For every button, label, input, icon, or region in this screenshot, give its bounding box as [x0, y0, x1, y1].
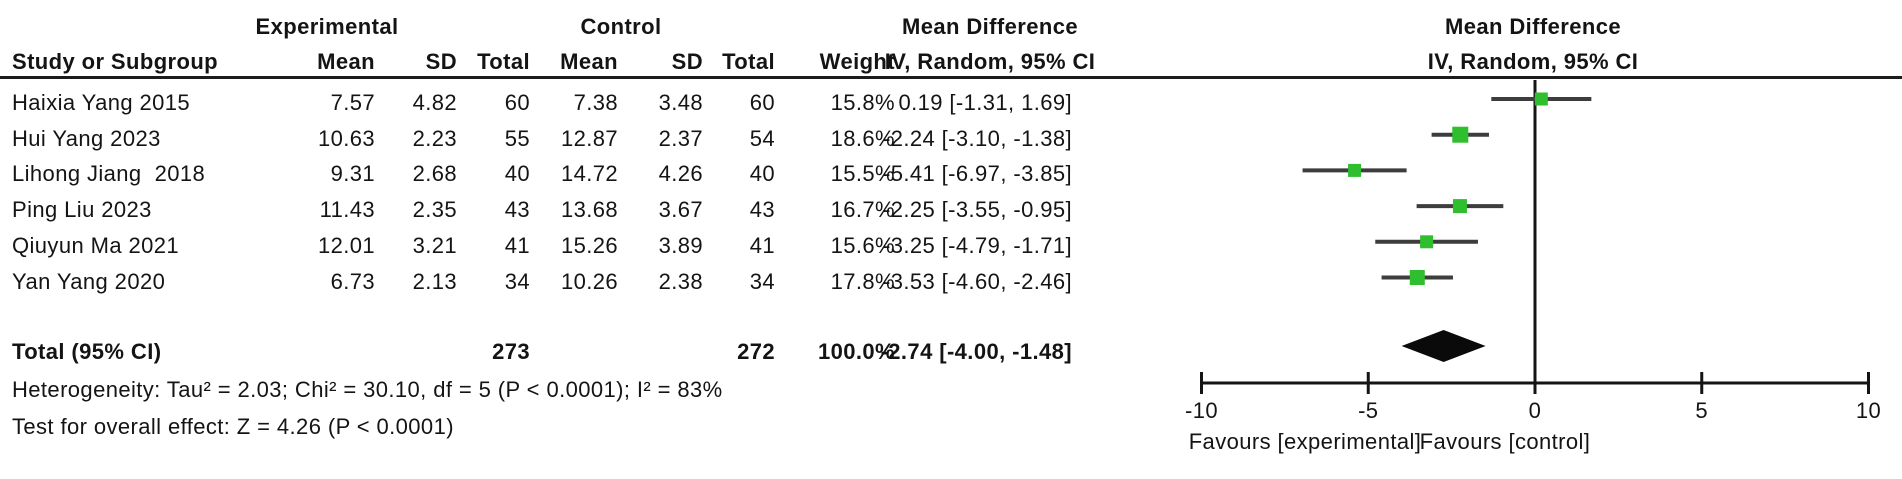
study-row-exp-mean: 7.57	[330, 90, 375, 115]
study-row-exp-total: 34	[504, 268, 530, 294]
study-row-ctrl-mean: 14.72	[560, 161, 618, 187]
study-row-weight: 18.6%	[830, 125, 895, 151]
axis-tick-label: 0	[1529, 398, 1542, 423]
overall-effect-diamond	[1401, 330, 1486, 362]
study-row-ctrl-sd: 4.26	[658, 161, 703, 187]
col-header-study: Study or Subgroup	[12, 49, 219, 74]
study-row-exp-sd: 3.21	[412, 232, 457, 258]
group-header-control: Control	[580, 14, 662, 39]
study-row-study-label: Lihong Jiang 2018	[12, 161, 206, 187]
total-weight: 100.0%	[817, 339, 895, 364]
study-point-estimate-marker	[1409, 270, 1425, 285]
study-point-estimate-marker	[1348, 163, 1362, 177]
study-row-exp-mean: 10.63	[317, 125, 375, 151]
study-row-weight: 17.8%	[830, 268, 895, 294]
study-row-ctrl-mean: 15.26	[560, 232, 618, 258]
group-header-experimental: Experimental	[255, 14, 399, 39]
study-point-estimate-marker	[1452, 199, 1467, 214]
study-point-estimate-marker	[1420, 235, 1434, 249]
study-row-ctrl-total: 40	[749, 161, 775, 187]
axis-tick-label: 10	[1856, 398, 1881, 423]
col-header-ctrl-sd: SD	[671, 49, 703, 74]
study-row-ci-text: -2.25 [-3.55, -0.95]	[883, 197, 1072, 223]
study-row-exp-sd: 2.68	[412, 161, 457, 187]
study-row-weight: 15.6%	[830, 232, 895, 258]
study-row-exp-total: 43	[504, 197, 530, 223]
study-row-weight: 15.8%	[830, 90, 895, 115]
study-row-ctrl-mean: 13.68	[560, 197, 618, 223]
study-row-ctrl-sd: 3.48	[658, 90, 703, 115]
method-header-plot: IV, Random, 95% CI	[1427, 49, 1639, 74]
col-header-exp-mean: Mean	[317, 49, 375, 74]
study-row-exp-sd: 2.35	[412, 197, 457, 223]
favours-experimental-label: Favours [experimental]	[1188, 429, 1422, 454]
study-row-exp-total: 60	[504, 90, 530, 115]
study-row-exp-sd: 2.23	[412, 125, 457, 151]
header-divider-line	[0, 76, 1902, 79]
col-header-ctrl-mean: Mean	[560, 49, 618, 74]
effect-header-table: Mean Difference	[902, 14, 1078, 39]
study-row-ctrl-total: 34	[749, 268, 775, 294]
study-row-study-label: Qiuyun Ma 2021	[12, 232, 180, 258]
study-row-exp-sd: 2.13	[412, 268, 457, 294]
study-row-study-label: Haixia Yang 2015	[12, 90, 191, 115]
study-row-exp-mean: 11.43	[319, 197, 375, 223]
study-row-ctrl-total: 54	[749, 125, 775, 151]
study-row-ci-text: -3.25 [-4.79, -1.71]	[883, 232, 1072, 258]
study-row-ctrl-mean: 10.26	[560, 268, 618, 294]
col-header-weight: Weight	[819, 49, 895, 74]
study-row-ci-text: -5.41 [-6.97, -3.85]	[883, 161, 1072, 187]
total-label: Total (95% CI)	[12, 339, 162, 364]
study-row-ctrl-mean: 12.87	[560, 125, 618, 151]
method-header-table: IV, Random, 95% CI	[884, 49, 1096, 74]
axis-tick-label: -10	[1185, 398, 1218, 423]
study-row-ctrl-sd: 2.38	[658, 268, 703, 294]
study-row-exp-mean: 9.31	[330, 161, 375, 187]
study-row-exp-total: 55	[504, 125, 530, 151]
study-row-weight: 15.5%	[830, 161, 895, 187]
overall-effect-text: Test for overall effect: Z = 4.26 (P < 0…	[12, 414, 454, 439]
favours-control-label: Favours [control]	[1419, 429, 1591, 454]
study-row-ctrl-total: 41	[749, 232, 775, 258]
study-row-exp-total: 40	[504, 161, 530, 187]
study-row-ctrl-sd: 3.89	[658, 232, 703, 258]
total-ctrl-total: 272	[737, 339, 775, 364]
study-row-exp-total: 41	[504, 232, 530, 258]
study-row-ci-text: 0.19 [-1.31, 1.69]	[898, 90, 1072, 115]
total-exp-total: 273	[492, 339, 530, 364]
study-row-ctrl-total: 60	[749, 90, 775, 115]
study-row-exp-mean: 6.73	[330, 268, 375, 294]
study-row-study-label: Yan Yang 2020	[12, 268, 166, 294]
total-ci-text: -2.74 [-4.00, -1.48]	[880, 339, 1072, 364]
col-header-exp-total: Total	[477, 49, 530, 74]
study-point-estimate-marker	[1452, 126, 1469, 143]
study-row-study-label: Hui Yang 2023	[12, 125, 161, 151]
study-row-ci-text: -2.24 [-3.10, -1.38]	[883, 125, 1072, 151]
study-point-estimate-marker	[1534, 92, 1548, 106]
col-header-ctrl-total: Total	[722, 49, 775, 74]
col-header-exp-sd: SD	[425, 49, 457, 74]
axis-tick-label: -5	[1358, 398, 1378, 423]
heterogeneity-text: Heterogeneity: Tau² = 2.03; Chi² = 30.10…	[12, 377, 723, 402]
study-row-ctrl-total: 43	[749, 197, 775, 223]
axis-tick-label: 5	[1695, 398, 1708, 423]
study-row-ctrl-sd: 3.67	[658, 197, 703, 223]
study-row-exp-sd: 4.82	[412, 90, 457, 115]
study-row-exp-mean: 12.01	[317, 232, 375, 258]
study-row-ctrl-mean: 7.38	[573, 90, 618, 115]
study-row-weight: 16.7%	[830, 197, 895, 223]
study-row-study-label: Ping Liu 2023	[12, 197, 152, 223]
study-row-ctrl-sd: 2.37	[658, 125, 703, 151]
effect-header-plot: Mean Difference	[1445, 14, 1621, 39]
study-row-ci-text: -3.53 [-4.60, -2.46]	[883, 268, 1072, 294]
